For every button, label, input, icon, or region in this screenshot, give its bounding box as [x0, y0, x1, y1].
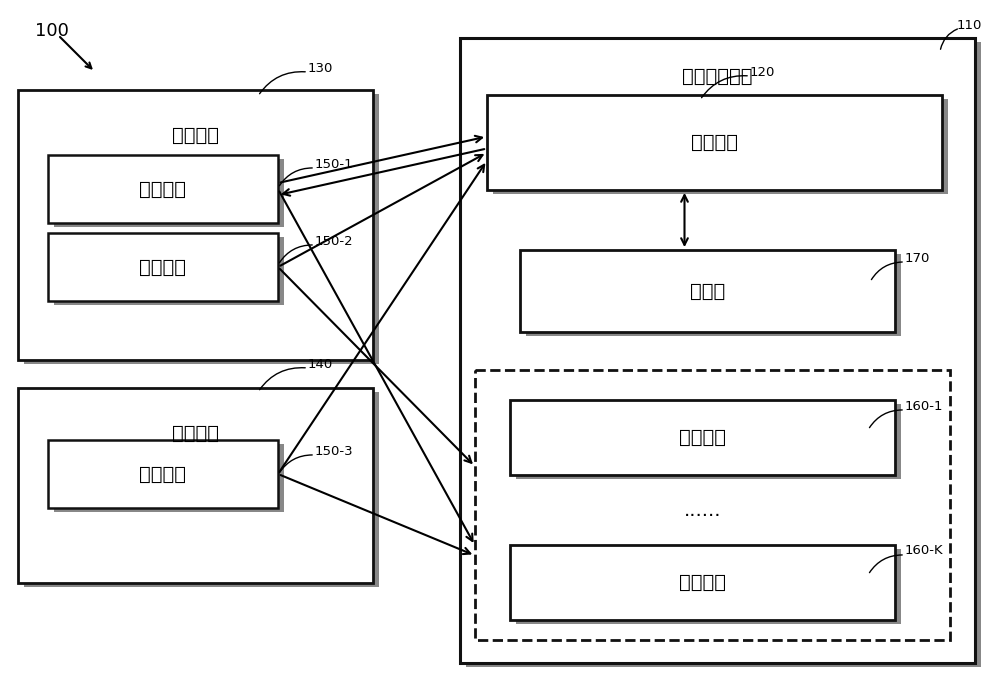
Bar [510, 545, 895, 620]
Bar [460, 38, 975, 663]
Bar [475, 370, 950, 640]
Text: 170: 170 [905, 251, 930, 264]
Bar [48, 233, 278, 301]
Text: 备份存储系统: 备份存储系统 [682, 66, 753, 86]
Text: 160-1: 160-1 [905, 399, 944, 412]
Bar [24, 392, 379, 587]
Bar [526, 254, 901, 336]
Text: 150-3: 150-3 [315, 445, 354, 458]
Text: 第二设备: 第二设备 [172, 125, 219, 145]
Text: 150-2: 150-2 [315, 234, 354, 247]
Bar [493, 99, 948, 194]
Text: 第二作业: 第二作业 [140, 464, 186, 484]
Text: 110: 110 [957, 18, 982, 32]
Text: 第二作业: 第二作业 [140, 258, 186, 277]
Bar [54, 444, 284, 512]
Bar [510, 400, 895, 475]
Text: 160-K: 160-K [905, 545, 944, 558]
Text: 第一作业: 第一作业 [140, 179, 186, 199]
Bar [18, 90, 373, 360]
Bar [54, 237, 284, 305]
Bar [516, 549, 901, 624]
Bar [18, 388, 373, 583]
Text: 140: 140 [308, 358, 333, 371]
Text: 100: 100 [35, 22, 69, 40]
Bar [24, 94, 379, 364]
Bar [54, 159, 284, 227]
Bar [48, 440, 278, 508]
Text: 第三设备: 第三设备 [172, 423, 219, 443]
Text: 130: 130 [308, 62, 333, 75]
Text: 150-1: 150-1 [315, 158, 354, 171]
Bar [516, 404, 901, 479]
Text: 存储设备: 存储设备 [679, 428, 726, 447]
Text: 数据库: 数据库 [690, 282, 725, 301]
Bar [466, 42, 981, 667]
Bar [487, 95, 942, 190]
Bar [520, 250, 895, 332]
Text: 第一设备: 第一设备 [691, 133, 738, 152]
Text: ......: ...... [684, 501, 721, 519]
Text: 存储设备: 存储设备 [679, 573, 726, 592]
Bar [481, 374, 956, 644]
Text: 120: 120 [750, 66, 775, 79]
Bar [48, 155, 278, 223]
